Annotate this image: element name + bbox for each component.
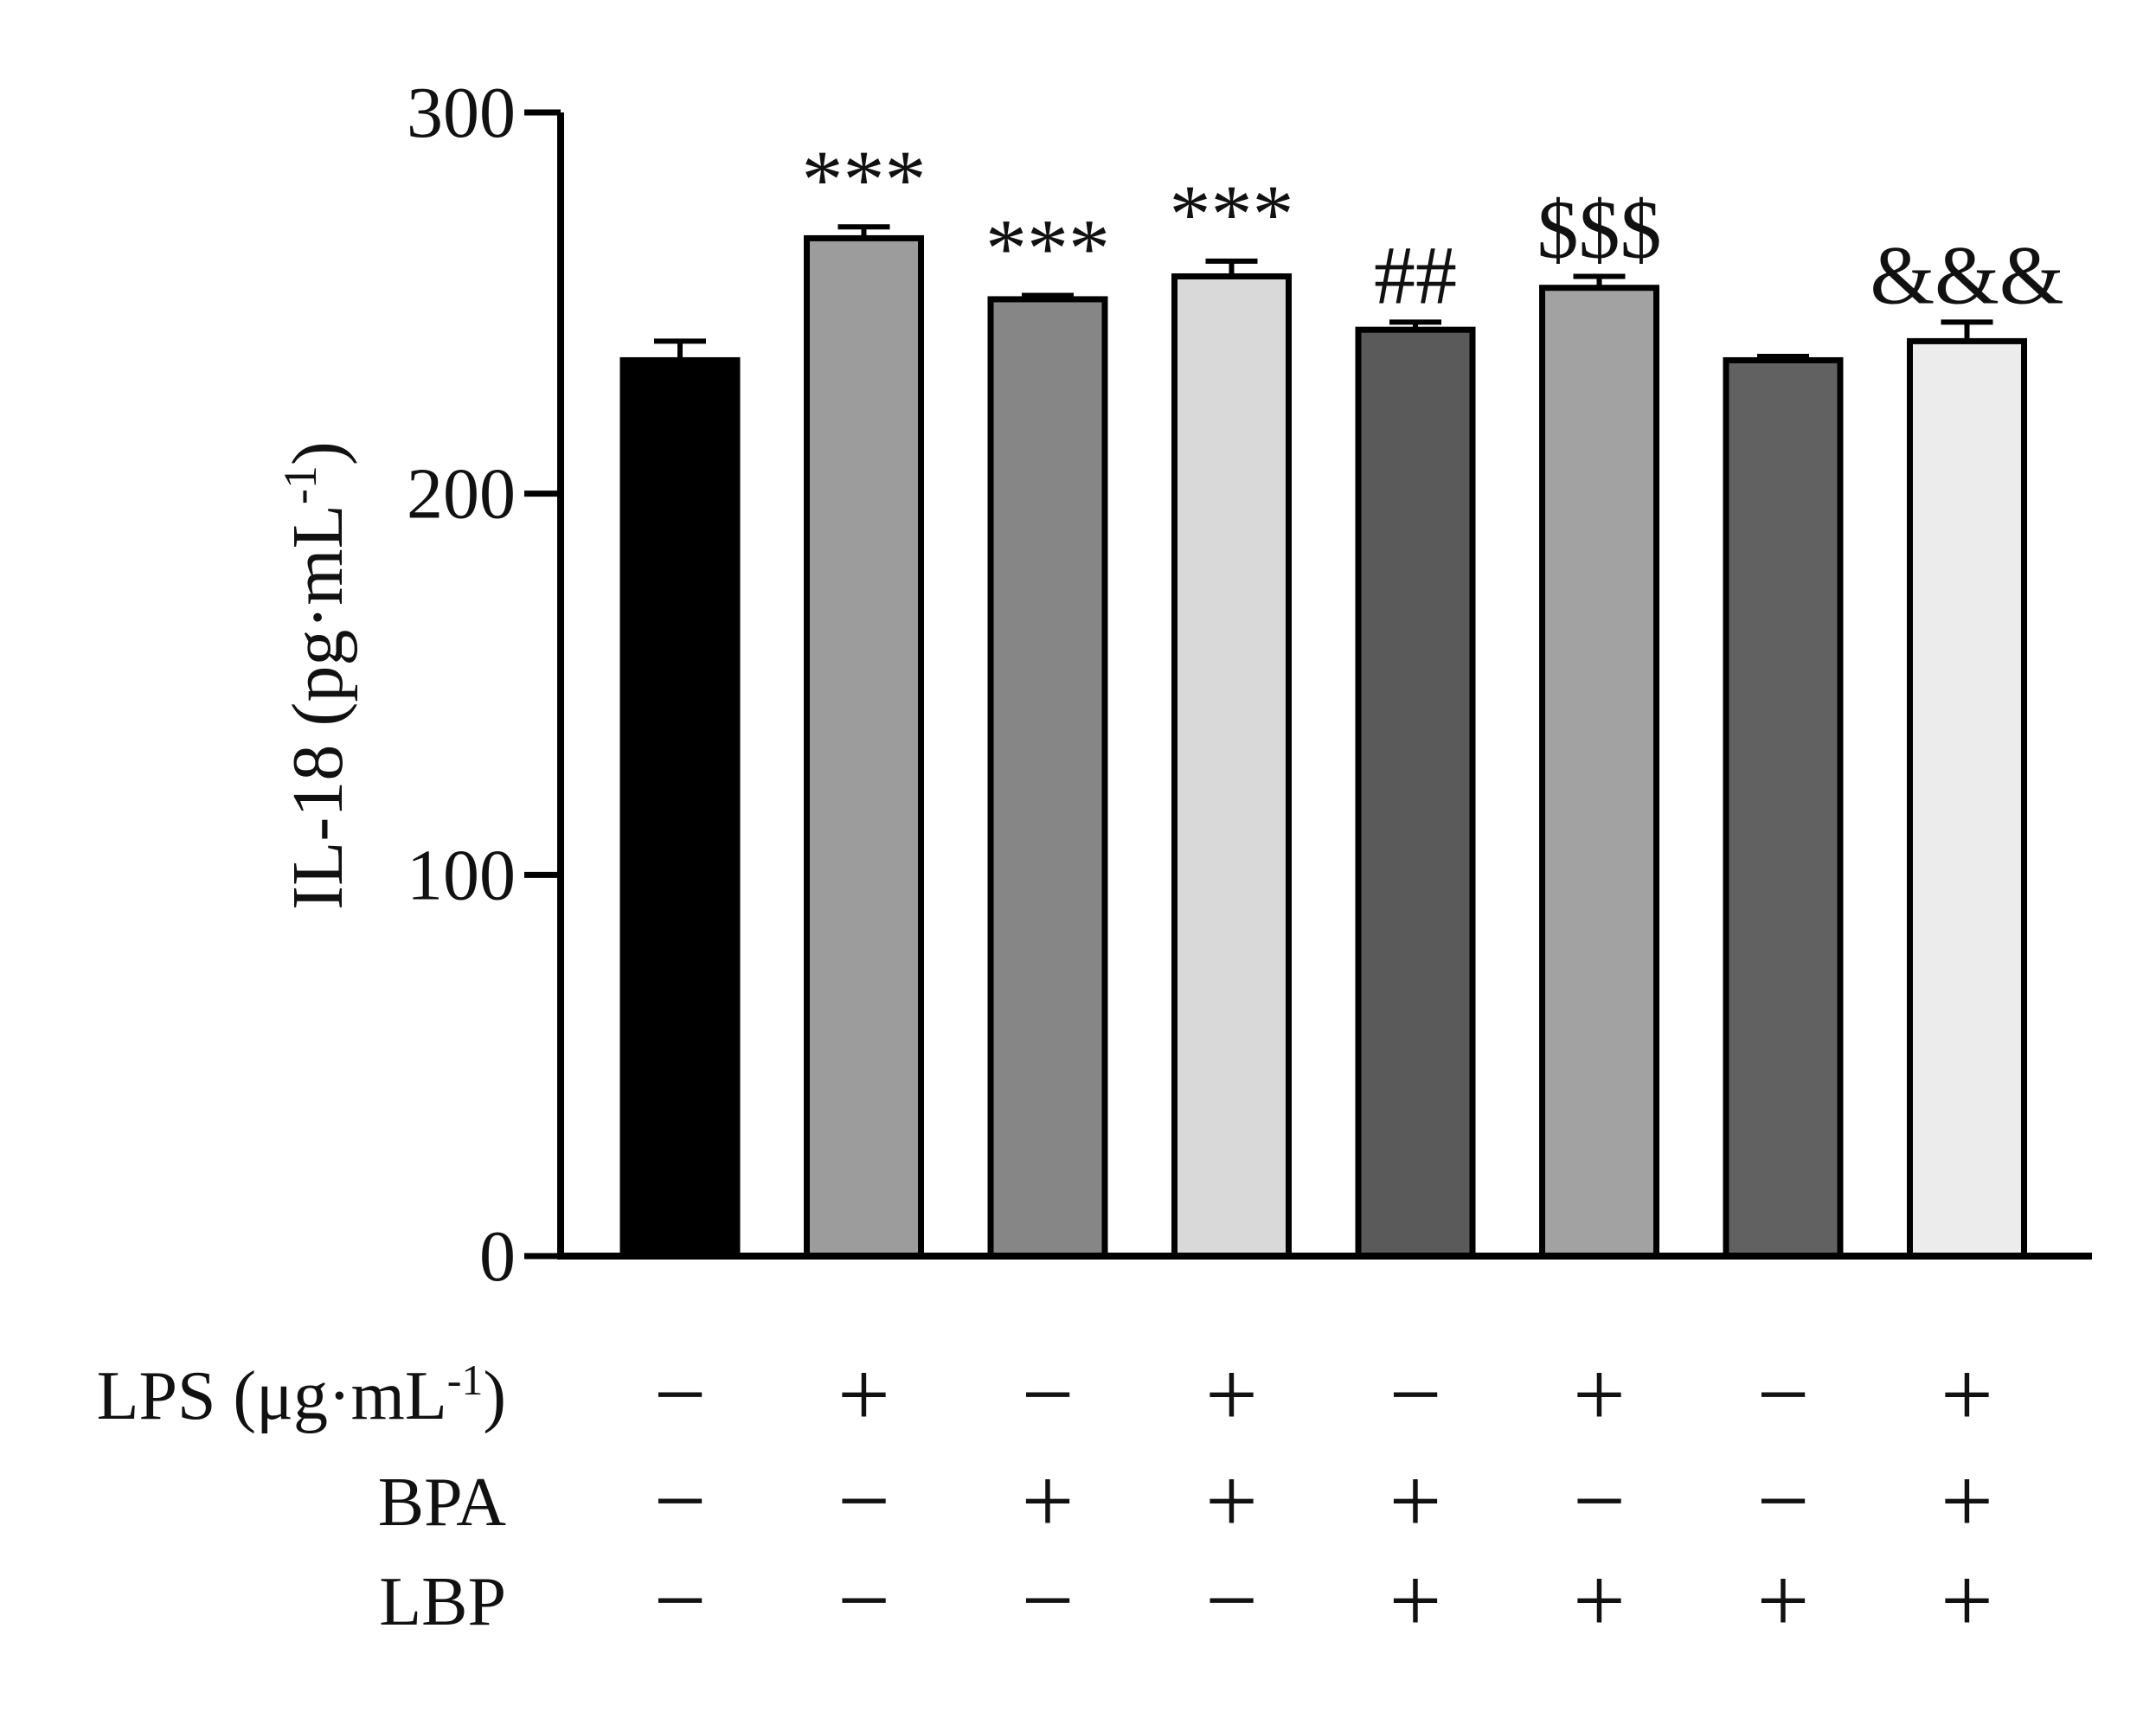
bar <box>804 234 924 1260</box>
y-tick-label: 0 <box>479 1216 516 1297</box>
significance-label: $$$ <box>1537 183 1662 275</box>
treatment-sign: + <box>1389 1549 1442 1652</box>
significance-label: *** <box>802 133 927 226</box>
treatment-sign: + <box>837 1343 890 1446</box>
significance-label: *** <box>1170 168 1294 260</box>
treatment-sign: + <box>1205 1343 1258 1446</box>
bar <box>1355 326 1476 1260</box>
treatment-row-label: LPS (μg·mL-1) <box>97 1356 506 1434</box>
bar <box>987 296 1108 1260</box>
treatment-sign: + <box>1389 1450 1442 1553</box>
treatment-sign: − <box>1757 1343 1810 1446</box>
treatment-sign: + <box>1757 1549 1810 1652</box>
bar <box>1539 285 1659 1260</box>
treatment-sign: − <box>1022 1343 1075 1446</box>
treatment-sign: + <box>1573 1549 1626 1652</box>
bar <box>1171 272 1292 1260</box>
treatment-sign: − <box>837 1549 890 1652</box>
treatment-sign: − <box>654 1343 707 1446</box>
treatment-row-label: BPA <box>378 1465 507 1541</box>
bars: *** *** *** ## $$$ &&& <box>619 133 2064 1260</box>
treatment-sign: + <box>1941 1450 1993 1553</box>
y-axis-title: IL-18 (pg·mL-1) <box>274 441 358 910</box>
treatment-sign: + <box>1022 1450 1075 1553</box>
treatment-sign: + <box>1573 1343 1626 1446</box>
y-axis: 0 100 200 300 IL-18 (pg·mL-1) <box>274 73 564 1297</box>
treatment-sign: + <box>1941 1549 1993 1652</box>
treatment-sign: − <box>1022 1549 1075 1652</box>
treatment-sign: − <box>1573 1450 1626 1553</box>
bar <box>1723 356 1844 1260</box>
significance-label: &&& <box>1870 228 2063 321</box>
treatment-sign: − <box>654 1450 707 1553</box>
y-tick-label: 300 <box>407 73 516 153</box>
bar <box>1907 337 2027 1260</box>
treatment-table: LPS (μg·mL-1) − + − + − + − +BPA − − + + + − − +LBP − − − − +… <box>97 1343 1993 1652</box>
bar <box>619 356 741 1260</box>
treatment-sign: − <box>837 1450 890 1553</box>
significance-label: ## <box>1374 228 1457 321</box>
y-tick-label: 100 <box>407 835 516 915</box>
treatment-sign: − <box>1757 1450 1810 1553</box>
significance-label: *** <box>985 202 1110 295</box>
treatment-sign: + <box>1205 1450 1258 1553</box>
y-tick-label: 200 <box>407 454 516 535</box>
treatment-sign: − <box>1205 1549 1258 1652</box>
treatment-sign: + <box>1941 1343 1993 1446</box>
treatment-sign: − <box>654 1549 707 1652</box>
treatment-sign: − <box>1389 1343 1442 1446</box>
treatment-row-label: LBP <box>379 1564 506 1640</box>
